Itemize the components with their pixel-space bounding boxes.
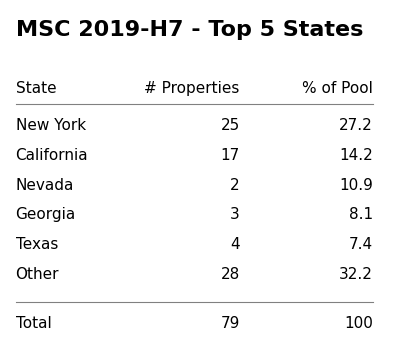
Text: 7.4: 7.4 — [349, 237, 373, 252]
Text: 25: 25 — [220, 118, 240, 133]
Text: 3: 3 — [230, 208, 240, 222]
Text: 27.2: 27.2 — [339, 118, 373, 133]
Text: 2: 2 — [230, 178, 240, 193]
Text: 4: 4 — [230, 237, 240, 252]
Text: 8.1: 8.1 — [349, 208, 373, 222]
Text: Texas: Texas — [16, 237, 58, 252]
Text: 14.2: 14.2 — [339, 148, 373, 163]
Text: 32.2: 32.2 — [339, 267, 373, 282]
Text: 17: 17 — [220, 148, 240, 163]
Text: California: California — [16, 148, 88, 163]
Text: Nevada: Nevada — [16, 178, 74, 193]
Text: 28: 28 — [220, 267, 240, 282]
Text: 79: 79 — [220, 316, 240, 331]
Text: Total: Total — [16, 316, 51, 331]
Text: New York: New York — [16, 118, 86, 133]
Text: MSC 2019-H7 - Top 5 States: MSC 2019-H7 - Top 5 States — [16, 20, 363, 40]
Text: 100: 100 — [344, 316, 373, 331]
Text: # Properties: # Properties — [144, 81, 240, 96]
Text: Other: Other — [16, 267, 59, 282]
Text: % of Pool: % of Pool — [302, 81, 373, 96]
Text: State: State — [16, 81, 56, 96]
Text: 10.9: 10.9 — [339, 178, 373, 193]
Text: Georgia: Georgia — [16, 208, 76, 222]
